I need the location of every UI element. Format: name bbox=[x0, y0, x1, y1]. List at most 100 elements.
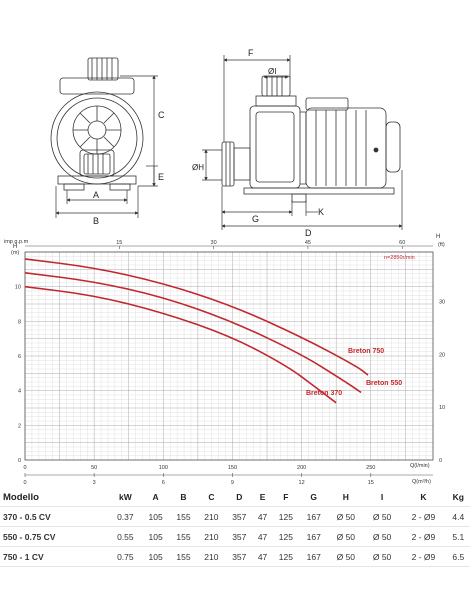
column-header: D bbox=[225, 488, 254, 507]
x-bottom-tick-label: 100 bbox=[159, 465, 168, 471]
x-bottom-axis-label: Q(l/min) bbox=[410, 463, 430, 469]
table-cell: 2 - Ø9 bbox=[400, 526, 447, 547]
column-header: G bbox=[299, 488, 328, 507]
table-cell: 0.55 bbox=[109, 526, 142, 547]
y-left-axis-unit: (m) bbox=[11, 250, 19, 256]
table-cell: 125 bbox=[271, 546, 300, 567]
x-bottom-secondary-axis-label: Q(m³/h) bbox=[412, 479, 431, 485]
y-left-tick-label: 0 bbox=[18, 458, 21, 464]
dim-label-k: K bbox=[318, 207, 324, 217]
x-bottom-tick-label: 50 bbox=[91, 465, 97, 471]
table-cell: 125 bbox=[271, 506, 300, 527]
x-bottom-secondary-tick-label: 6 bbox=[162, 480, 165, 486]
table-cell: 105 bbox=[141, 526, 170, 547]
y-right-tick-label: 0 bbox=[439, 458, 442, 464]
speed-annotation: n=2850r/min bbox=[384, 255, 415, 261]
column-header: A bbox=[141, 488, 170, 507]
table-cell: Ø 50 bbox=[363, 506, 401, 527]
table-cell: 210 bbox=[197, 506, 226, 527]
y-right-tick-label: 30 bbox=[439, 300, 445, 306]
table-cell: 167 bbox=[299, 546, 328, 567]
table-cell: 105 bbox=[141, 546, 170, 567]
column-header: K bbox=[400, 488, 447, 507]
x-bottom-tick-label: 150 bbox=[228, 465, 237, 471]
table-cell-model: 550 - 0.75 CV bbox=[0, 526, 110, 547]
table-cell: 357 bbox=[225, 546, 254, 567]
table-cell: 155 bbox=[169, 526, 198, 547]
table-cell: 357 bbox=[225, 506, 254, 527]
x-bottom-secondary-tick-label: 15 bbox=[368, 480, 374, 486]
table-cell: Ø 50 bbox=[363, 546, 401, 567]
column-header: Kg bbox=[446, 488, 470, 507]
column-header: H bbox=[327, 488, 364, 507]
series-line-breton-550 bbox=[24, 272, 362, 394]
dim-label-d: D bbox=[305, 228, 312, 238]
column-header: C bbox=[197, 488, 226, 507]
table-cell: 5.1 bbox=[446, 526, 470, 547]
table-cell: Ø 50 bbox=[363, 526, 401, 547]
table-cell: 6.5 bbox=[446, 546, 470, 567]
x-bottom-tick-label: 250 bbox=[366, 465, 375, 471]
y-left-axis-label: H bbox=[13, 244, 17, 250]
x-top-axis-label: imp g.p.m bbox=[4, 239, 29, 245]
x-bottom-tick-label: 200 bbox=[297, 465, 306, 471]
dim-label-a: A bbox=[93, 190, 99, 200]
table-cell-model: 750 - 1 CV bbox=[0, 546, 110, 567]
table-cell: 0.37 bbox=[109, 506, 142, 527]
series-label-breton-750: Breton 750 bbox=[348, 348, 384, 355]
column-header: F bbox=[271, 488, 300, 507]
x-top-tick-label: 45 bbox=[305, 240, 311, 246]
table-body: 370 - 0.5 CV 0.37 105 155 210 357 47 125 167 Ø 50… bbox=[0, 506, 470, 567]
table-cell: 357 bbox=[225, 526, 254, 547]
dim-label-f: F bbox=[248, 48, 254, 58]
pump-front-view bbox=[50, 57, 144, 191]
y-left-tick-label: 2 bbox=[18, 423, 21, 429]
table-cell: 125 bbox=[271, 526, 300, 547]
dim-label-e: E bbox=[158, 172, 164, 182]
series-label-breton-550: Breton 550 bbox=[366, 380, 402, 387]
chart-series: Breton 750 Breton 550 Breton 370 bbox=[24, 258, 402, 404]
x-top-tick-label: 60 bbox=[399, 240, 405, 246]
table-cell: 210 bbox=[197, 546, 226, 567]
column-header: B bbox=[169, 488, 198, 507]
table-cell: 155 bbox=[169, 506, 198, 527]
table-cell: 0.75 bbox=[109, 546, 142, 567]
x-bottom-secondary-tick-label: 3 bbox=[93, 480, 96, 486]
table-cell: 47 bbox=[253, 546, 272, 567]
y-right-axis-label: H bbox=[436, 234, 440, 240]
table-cell: 210 bbox=[197, 526, 226, 547]
column-header-model: Modello bbox=[0, 488, 110, 507]
table-cell: Ø 50 bbox=[327, 546, 364, 567]
table-cell: 155 bbox=[169, 546, 198, 567]
x-bottom-secondary-tick-label: 12 bbox=[299, 480, 305, 486]
table-cell: 105 bbox=[141, 506, 170, 527]
x-bottom-tick-label: 0 bbox=[23, 465, 26, 471]
x-top-tick-label: 30 bbox=[211, 240, 217, 246]
dim-label-i: ØI bbox=[268, 67, 276, 76]
table-cell: 2 - Ø9 bbox=[400, 506, 447, 527]
table-cell: 47 bbox=[253, 506, 272, 527]
series-label-breton-370: Breton 370 bbox=[306, 390, 342, 397]
series-line-breton-370 bbox=[24, 285, 337, 404]
plot-frame bbox=[24, 251, 434, 461]
dim-label-c: C bbox=[158, 110, 165, 120]
y-left-tick-label: 10 bbox=[15, 285, 21, 291]
dim-label-g: G bbox=[252, 214, 259, 224]
specifications-table: Modello kW A B C D E F G H I K Kg 370 - 0.5 CV 0.37 10… bbox=[0, 488, 470, 567]
x-bottom-secondary-tick-label: 0 bbox=[23, 480, 26, 486]
table-row: 750 - 1 CV 0.75 105 155 210 357 47 125 167 Ø 50 Ø … bbox=[0, 546, 470, 567]
table-cell-model: 370 - 0.5 CV bbox=[0, 506, 110, 527]
table-row: 550 - 0.75 CV 0.55 105 155 210 357 47 125 167 Ø 5… bbox=[0, 526, 470, 547]
table-cell: 47 bbox=[253, 526, 272, 547]
y-right-axis-unit: (ft) bbox=[438, 242, 445, 248]
table-cell: 167 bbox=[299, 526, 328, 547]
series-line-breton-750 bbox=[24, 258, 369, 376]
pump-side-view bbox=[221, 75, 401, 203]
table-cell: 2 - Ø9 bbox=[400, 546, 447, 567]
table-row: 370 - 0.5 CV 0.37 105 155 210 357 47 125 167 Ø 50… bbox=[0, 506, 470, 527]
chart-grid bbox=[24, 251, 434, 461]
table-cell: 167 bbox=[299, 506, 328, 527]
table-cell: Ø 50 bbox=[327, 526, 364, 547]
